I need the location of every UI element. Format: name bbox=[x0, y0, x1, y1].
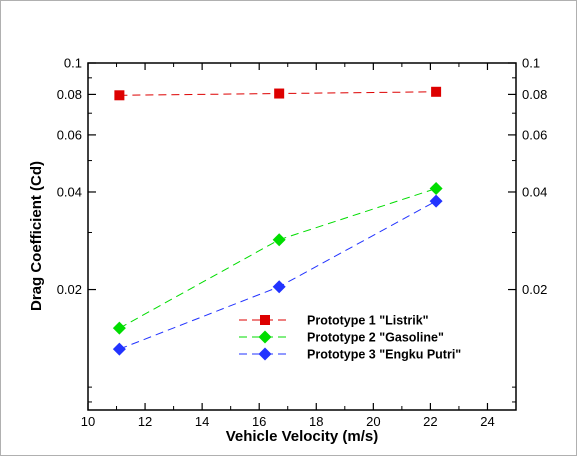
y-tick-label: 0.04 bbox=[57, 184, 82, 199]
data-point bbox=[272, 233, 286, 247]
legend-item: Prototype 3 "Engku Putri" bbox=[239, 347, 461, 362]
y-axis-label: Drag Coefficient (Cd) bbox=[28, 161, 45, 311]
legend-label: Prototype 2 "Gasoline" bbox=[307, 331, 444, 345]
data-point bbox=[112, 321, 126, 335]
data-point bbox=[274, 88, 285, 99]
legend-item: Prototype 1 "Listrik" bbox=[239, 314, 429, 328]
x-tick-label: 20 bbox=[366, 414, 380, 429]
x-tick-label: 22 bbox=[423, 414, 437, 429]
x-tick-label: 24 bbox=[480, 414, 494, 429]
y-tick-label: 0.1 bbox=[64, 56, 82, 71]
x-tick-label: 18 bbox=[309, 414, 323, 429]
x-tick-label: 16 bbox=[252, 414, 266, 429]
legend-marker bbox=[258, 330, 272, 344]
data-point bbox=[429, 182, 443, 196]
y-tick-label-right: 0.02 bbox=[522, 282, 547, 297]
x-tick-label: 10 bbox=[81, 414, 95, 429]
data-point bbox=[429, 194, 443, 208]
legend-marker bbox=[258, 347, 272, 361]
x-tick-label: 14 bbox=[195, 414, 209, 429]
legend-marker bbox=[260, 315, 270, 325]
data-point bbox=[112, 342, 126, 356]
y-tick-label: 0.06 bbox=[57, 127, 82, 142]
y-tick-label-right: 0.1 bbox=[522, 56, 540, 71]
y-tick-label: 0.08 bbox=[57, 87, 82, 102]
series-1 bbox=[114, 86, 442, 101]
legend-label: Prototype 3 "Engku Putri" bbox=[307, 348, 461, 362]
data-point bbox=[114, 90, 125, 101]
y-tick-label-right: 0.04 bbox=[522, 184, 547, 199]
data-point bbox=[272, 280, 286, 294]
data-point bbox=[431, 86, 442, 97]
y-tick-label-right: 0.06 bbox=[522, 127, 547, 142]
x-axis-label: Vehicle Velocity (m/s) bbox=[226, 428, 379, 445]
legend-item: Prototype 2 "Gasoline" bbox=[239, 330, 444, 345]
series-2 bbox=[112, 182, 443, 335]
y-tick-label-right: 0.08 bbox=[522, 87, 547, 102]
series-3 bbox=[112, 194, 443, 356]
y-tick-label: 0.02 bbox=[57, 282, 82, 297]
x-tick-label: 12 bbox=[138, 414, 152, 429]
plot-area bbox=[87, 62, 517, 411]
legend-label: Prototype 1 "Listrik" bbox=[307, 314, 429, 328]
